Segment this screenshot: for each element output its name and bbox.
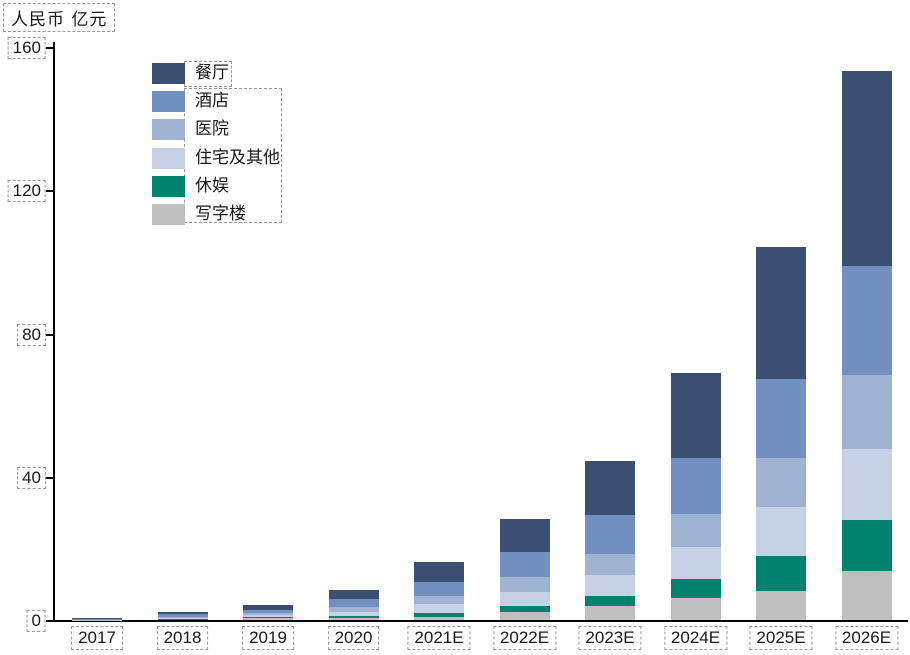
bar-segment-2021E-医院 (414, 596, 464, 604)
bar-segment-2019-餐厅 (243, 604, 293, 610)
bar-segment-2025E-住宅及其他 (756, 507, 806, 556)
y-tick-mark (46, 47, 53, 50)
legend-label-写字楼: 写字楼 (195, 204, 246, 224)
y-tick-label: 40 (17, 466, 46, 489)
legend-swatch-写字楼 (152, 204, 185, 225)
bar-segment-2022E-住宅及其他 (499, 592, 550, 606)
bar-segment-2024E-写字楼 (670, 598, 721, 620)
bar-segment-2025E-酒店 (756, 379, 806, 458)
x-tick-label-2019: 2019 (242, 626, 294, 650)
bar-segment-2023E-餐厅 (585, 461, 635, 515)
y-tick-label: 0 (26, 610, 46, 632)
x-tick-label-2020: 2020 (327, 626, 380, 650)
bar-segment-2018-住宅及其他 (157, 618, 208, 619)
y-axis-title: 人民币 亿元 (3, 3, 116, 32)
bar-segment-2024E-住宅及其他 (670, 546, 721, 579)
legend-label-住宅及其他: 住宅及其他 (195, 147, 280, 168)
bar-segment-2024E-餐厅 (670, 372, 721, 459)
x-axis-line (53, 620, 908, 622)
bar-segment-2026E-酒店 (841, 265, 892, 375)
x-tick-label-2021E: 2021E (407, 626, 471, 650)
bar-segment-2026E-医院 (841, 374, 892, 449)
x-tick-label-2022E: 2022E (492, 626, 557, 650)
bar-segment-2018-写字楼 (157, 619, 208, 620)
bar-segment-2018-酒店 (157, 613, 208, 618)
legend-swatch-休娱 (152, 175, 185, 197)
bar-segment-2020-住宅及其他 (328, 611, 379, 617)
bar-segment-2020-酒店 (328, 598, 379, 607)
bar-segment-2021E-住宅及其他 (414, 603, 464, 613)
bar-segment-2021E-餐厅 (414, 561, 464, 582)
bar-segment-2018-医院 (157, 617, 208, 619)
y-tick-label: 80 (17, 323, 46, 346)
legend-label-餐厅: 餐厅 (195, 63, 229, 83)
x-tick-label-2023E: 2023E (578, 626, 642, 650)
legend-swatch-酒店 (152, 91, 185, 113)
bar-segment-2025E-休娱 (756, 555, 806, 591)
bar-segment-2021E-酒店 (414, 581, 464, 596)
y-tick-mark (46, 333, 53, 336)
bar-segment-2025E-餐厅 (756, 246, 806, 380)
bar-segment-2022E-医院 (499, 577, 550, 593)
bar-segment-2026E-住宅及其他 (841, 448, 892, 521)
bar-segment-2021E-写字楼 (414, 617, 464, 620)
legend-swatch-餐厅 (152, 63, 185, 84)
bar-segment-2019-医院 (243, 613, 293, 616)
x-tick-label-2017: 2017 (71, 626, 123, 650)
y-tick-mark (46, 620, 53, 622)
y-axis-line (53, 42, 55, 622)
bar-segment-2021E-休娱 (414, 612, 464, 618)
y-tick-mark (46, 476, 53, 479)
legend-label-医院: 医院 (195, 119, 229, 140)
legend-label-休娱: 休娱 (195, 175, 229, 196)
y-tick-label: 160 (7, 37, 46, 60)
bar-segment-2019-休娱 (243, 617, 293, 619)
bar-segment-2018-餐厅 (157, 612, 208, 614)
x-tick-label-2026E: 2026E (834, 626, 899, 650)
x-tick-label-2018: 2018 (156, 626, 209, 650)
bar-segment-2020-休娱 (328, 616, 379, 619)
bar-segment-2026E-餐厅 (841, 71, 892, 266)
y-tick-label: 120 (7, 180, 46, 203)
bar-segment-2019-写字楼 (243, 618, 293, 620)
bar-segment-2022E-酒店 (499, 552, 550, 578)
y-tick-mark (46, 190, 53, 193)
bar-segment-2020-写字楼 (328, 618, 379, 620)
bar-segment-2025E-医院 (756, 457, 806, 508)
legend-label-酒店: 酒店 (195, 91, 229, 112)
bar-segment-2022E-餐厅 (499, 519, 550, 553)
bar-segment-2022E-休娱 (499, 605, 550, 613)
x-tick-label-2024E: 2024E (663, 626, 728, 650)
bar-segment-2024E-休娱 (670, 578, 721, 599)
bar-segment-2017-餐厅 (72, 618, 122, 619)
legend-swatch-医院 (152, 119, 185, 141)
bar-segment-2022E-写字楼 (499, 612, 550, 620)
bar-segment-2023E-写字楼 (585, 605, 635, 620)
legend-swatch-住宅及其他 (152, 147, 185, 169)
bar-segment-2025E-写字楼 (756, 590, 806, 620)
bar-segment-2019-酒店 (243, 609, 293, 614)
bar-segment-2019-住宅及其他 (243, 615, 293, 618)
bar-segment-2023E-住宅及其他 (585, 574, 635, 596)
bar-segment-2026E-写字楼 (841, 570, 892, 620)
bar-segment-2024E-医院 (670, 513, 721, 547)
bar-segment-2024E-酒店 (670, 458, 721, 514)
bar-segment-2023E-休娱 (585, 595, 635, 606)
bar-segment-2023E-医院 (585, 553, 635, 575)
bar-segment-2023E-酒店 (585, 514, 635, 554)
x-tick-label-2025E: 2025E (749, 626, 813, 650)
bar-segment-2026E-休娱 (841, 520, 892, 571)
bar-segment-2020-餐厅 (328, 590, 379, 599)
bar-segment-2020-医院 (328, 606, 379, 612)
